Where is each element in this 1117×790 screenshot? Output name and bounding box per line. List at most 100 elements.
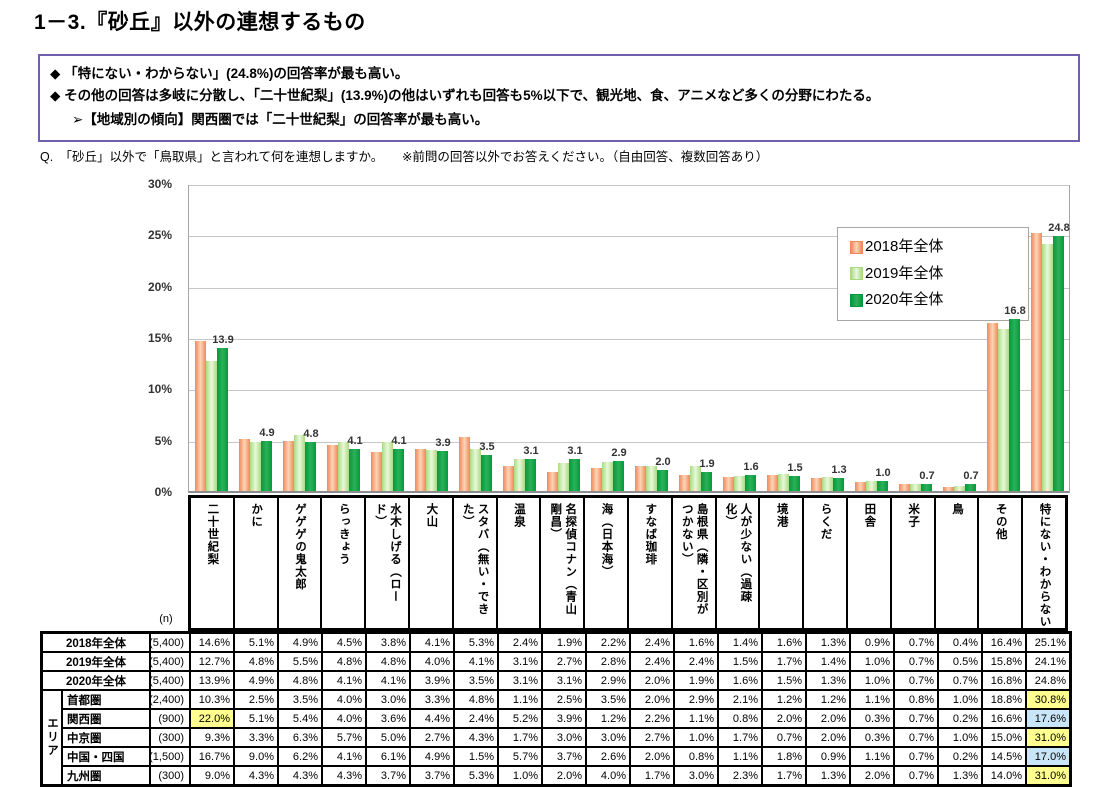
table-value-cell: 2.4% <box>630 633 674 652</box>
bar-2019年全体-16 <box>865 480 877 491</box>
bar-2018年全体-8 <box>502 466 514 491</box>
bar-2019年全体-6 <box>425 449 437 491</box>
table-value-cell: 3.5% <box>454 671 498 690</box>
table-value-cell: 2.1% <box>718 690 762 709</box>
y-axis-tick-label: 20% <box>147 279 172 294</box>
bar-2018年全体-11 <box>634 466 646 491</box>
table-value-cell: 0.3% <box>850 728 894 747</box>
bar-value-label: 24.8 <box>1048 222 1070 235</box>
n-column-header: (n) <box>159 613 173 625</box>
table-value-cell: 0.7% <box>894 709 938 728</box>
area-group-label: エリア <box>42 690 62 785</box>
table-value-cell: 3.0% <box>674 766 718 785</box>
table-value-cell: 6.1% <box>366 747 410 766</box>
table-value-cell: 14.5% <box>982 747 1026 766</box>
row-label-中国・四国: 中国・四国 <box>62 747 150 766</box>
bar-2020年全体-8 <box>524 459 536 491</box>
table-value-cell: 1.0% <box>938 728 982 747</box>
bar-2018年全体-7 <box>458 436 470 491</box>
table-value-cell: 2.8% <box>586 652 630 671</box>
category-label: かに <box>250 503 263 528</box>
bar-chart-plot-area: 2018年全体 2019年全体 2020年全体 13.9 4.9 4.8 4.1 4.1… <box>188 185 1070 493</box>
table-value-cell: 0.8% <box>718 709 762 728</box>
table-value-cell: 1.0% <box>850 652 894 671</box>
gridline <box>189 441 1069 443</box>
bar-value-label: 1.9 <box>699 457 715 470</box>
table-value-cell: 2.0% <box>850 766 894 785</box>
table-value-cell: 10.3% <box>190 690 234 709</box>
category-header-cell: らっきょう <box>321 497 366 629</box>
gridline <box>189 339 1069 340</box>
table-value-cell: 5.1% <box>234 709 278 728</box>
table-value-cell: 16.6% <box>982 709 1026 728</box>
table-value-cell: 4.8% <box>454 690 498 709</box>
category-header-cell: 島根県（隣・区別が つかない） <box>671 497 716 629</box>
table-value-cell: 2.2% <box>630 709 674 728</box>
bar-2018年全体-6 <box>414 448 426 491</box>
bar-2019年全体-14 <box>777 473 789 491</box>
bar-2019年全体-18 <box>953 485 965 491</box>
table-value-cell: 4.1% <box>410 633 454 652</box>
table-value-cell: 1.3% <box>806 766 850 785</box>
table-value-cell: 1.1% <box>718 747 762 766</box>
category-header-cell: 海（日本海） <box>584 497 628 629</box>
table-value-cell: 3.8% <box>366 633 410 652</box>
category-label: 米子 <box>907 503 920 528</box>
table-value-cell: 1.9% <box>542 633 586 652</box>
table-value-cell: 3.7% <box>410 766 454 785</box>
bar-2020年全体-1 <box>216 348 228 491</box>
summary-bullet-2: ◆ その他の回答は多岐に分散し、「二十世紀梨」(13.9%)の他はいずれも回答も… <box>50 87 880 103</box>
bar-2018年全体-12 <box>678 474 690 491</box>
table-value-cell: 2.5% <box>542 690 586 709</box>
table-value-cell: 0.7% <box>894 728 938 747</box>
table-value-cell: 4.1% <box>322 671 366 690</box>
bar-2018年全体-3 <box>282 440 294 491</box>
table-value-cell: 3.0% <box>542 728 586 747</box>
bar-2020年全体-18 <box>964 483 976 491</box>
bar-2018年全体-16 <box>854 481 866 491</box>
bar-2019年全体-19 <box>997 328 1009 491</box>
table-value-cell: 1.6% <box>718 671 762 690</box>
table-value-cell: 1.3% <box>938 766 982 785</box>
category-header-cell: 米子 <box>890 497 935 629</box>
table-value-cell: 3.3% <box>410 690 454 709</box>
table-value-cell: 16.8% <box>982 671 1026 690</box>
table-value-cell: 3.0% <box>586 728 630 747</box>
row-label-2020年全体: 2020年全体 <box>42 671 150 690</box>
category-label: ゲゲゲの鬼太郎 <box>293 503 306 591</box>
table-value-cell: 1.7% <box>762 766 806 785</box>
bar-2018年全体-15 <box>810 477 822 491</box>
bar-2020年全体-11 <box>656 470 668 491</box>
bar-value-label: 4.1 <box>347 434 363 447</box>
table-value-cell: 0.8% <box>894 690 938 709</box>
bar-value-label: 3.1 <box>567 445 583 458</box>
legend-swatch-2018-icon <box>850 240 863 254</box>
table-value-cell: 0.5% <box>938 652 982 671</box>
table-value-cell: 0.2% <box>938 747 982 766</box>
table-value-cell: 3.9% <box>410 671 454 690</box>
table-value-cell: 5.7% <box>322 728 366 747</box>
category-label: 水木しげる（ロー ド） <box>374 503 402 603</box>
bar-2018年全体-18 <box>942 486 954 491</box>
table-value-cell: 0.7% <box>894 671 938 690</box>
bar-2019年全体-5 <box>381 441 393 491</box>
category-label: らっきょう <box>337 503 350 566</box>
gridline <box>189 390 1069 392</box>
table-value-cell: 15.8% <box>982 652 1026 671</box>
category-label: その他 <box>994 503 1007 541</box>
category-header-cell: 境港 <box>759 497 804 629</box>
table-value-cell: 5.4% <box>278 709 322 728</box>
bar-2018年全体-20 <box>1030 233 1042 491</box>
table-value-cell: 16.4% <box>982 633 1026 652</box>
table-value-cell: 2.0% <box>806 728 850 747</box>
bar-value-label: 3.5 <box>479 441 495 454</box>
table-value-cell: 4.3% <box>322 766 366 785</box>
table-value-cell: 1.6% <box>762 633 806 652</box>
table-value-cell: 4.4% <box>410 709 454 728</box>
table-value-cell: 2.0% <box>630 747 674 766</box>
table-value-cell: 9.0% <box>190 766 234 785</box>
bar-2018年全体-9 <box>546 471 558 491</box>
n-cell: (900) <box>150 709 190 728</box>
category-label: 島根県（隣・区別が つかない） <box>680 503 708 616</box>
n-cell: (5,400) <box>150 652 190 671</box>
